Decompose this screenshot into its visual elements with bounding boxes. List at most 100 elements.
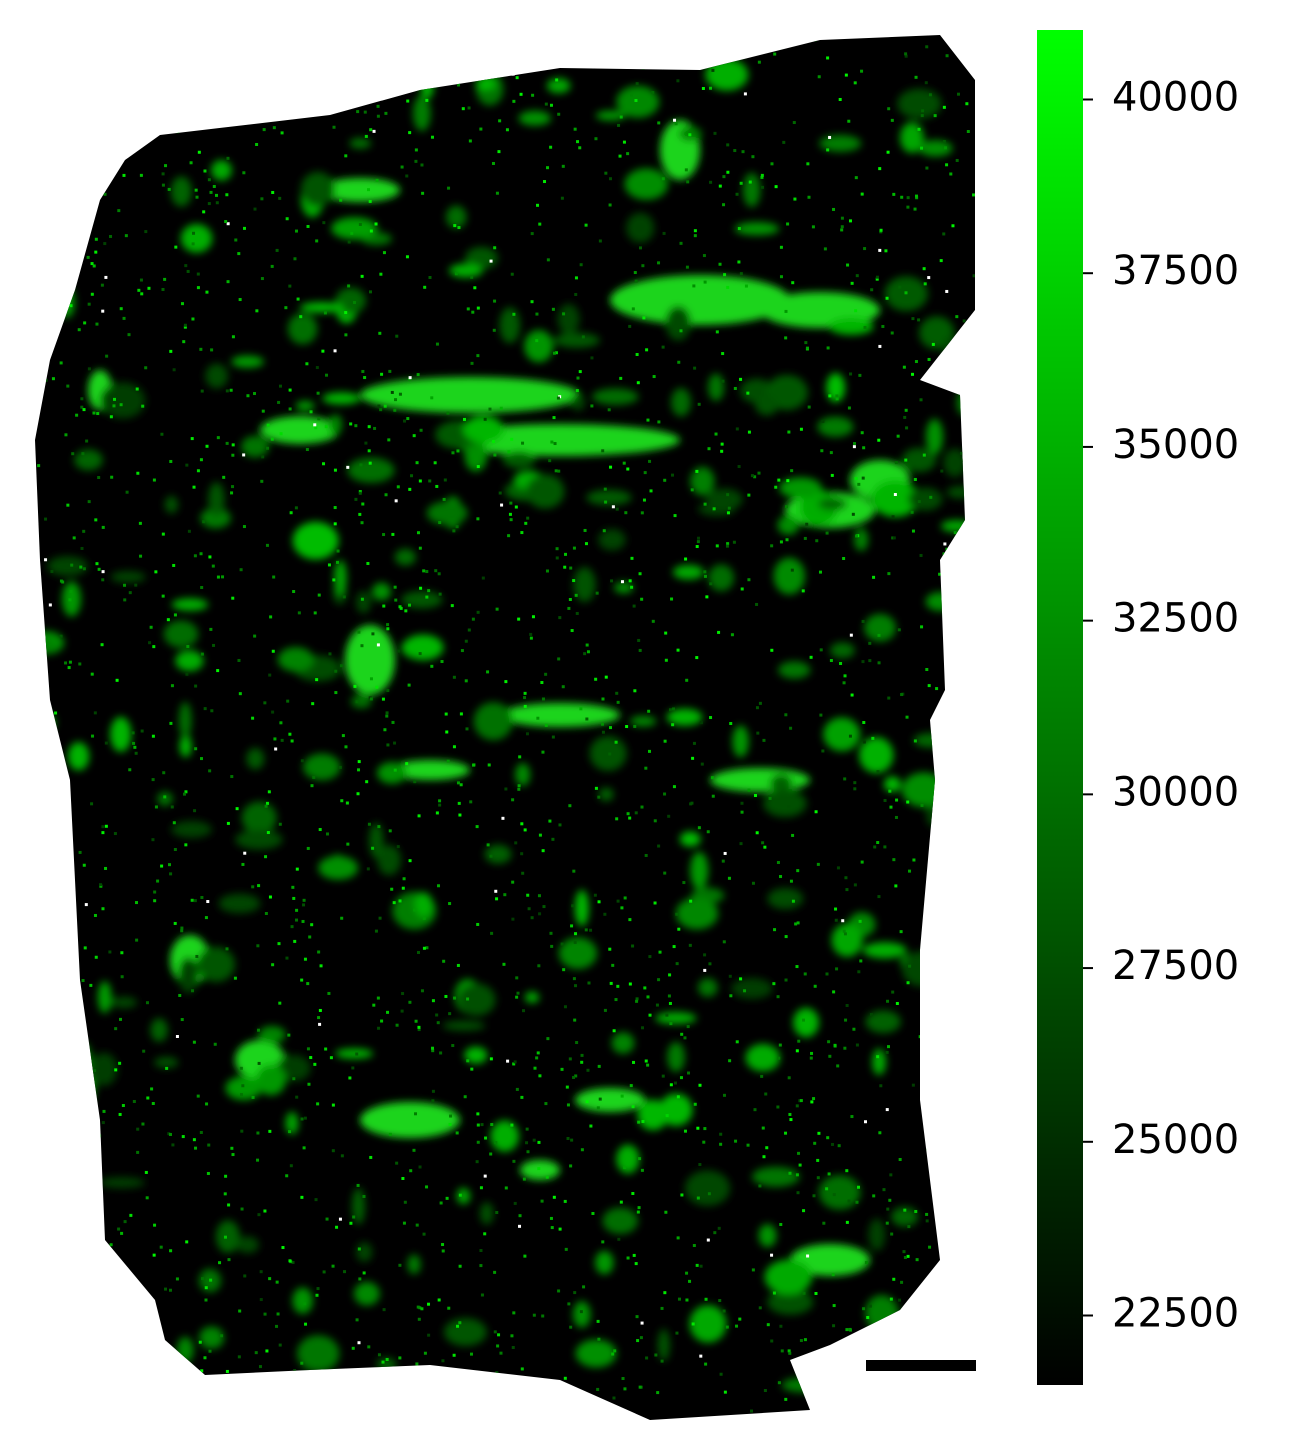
speckle-dot bbox=[914, 1210, 918, 1214]
speckle-dot bbox=[918, 1329, 922, 1333]
speckle-dot bbox=[364, 134, 368, 138]
speckle-dot bbox=[396, 485, 400, 489]
speckle-dot bbox=[122, 173, 126, 177]
speckle-dot bbox=[538, 1074, 542, 1078]
speckle-dot bbox=[490, 931, 494, 935]
speckle-dot bbox=[444, 712, 448, 716]
speckle-dot bbox=[541, 849, 545, 853]
speckle-dot bbox=[703, 953, 707, 957]
speckle-dot bbox=[541, 1314, 545, 1318]
signal-blob bbox=[110, 571, 146, 583]
speckle-dot bbox=[962, 805, 966, 809]
speckle-dot bbox=[416, 531, 420, 535]
speckle-dot bbox=[231, 596, 235, 600]
speckle-dot bbox=[170, 684, 174, 688]
speckle-dot bbox=[279, 384, 283, 388]
speckle-dot bbox=[634, 1262, 638, 1266]
speckle-dot bbox=[739, 272, 743, 276]
speckle-dot bbox=[252, 61, 256, 65]
signal-blob bbox=[320, 178, 400, 202]
speckle-dot bbox=[226, 280, 230, 284]
speckle-dot bbox=[412, 434, 416, 438]
speckle-dot bbox=[254, 1351, 258, 1355]
speckle-dot bbox=[972, 1229, 975, 1233]
speckle-dot bbox=[906, 981, 910, 985]
speckle-dot bbox=[554, 55, 558, 59]
speckle-dot bbox=[914, 75, 918, 79]
speckle-dot bbox=[302, 898, 306, 902]
speckle-dot bbox=[665, 1013, 669, 1017]
speckle-dot bbox=[587, 981, 591, 985]
speckle-dot bbox=[664, 631, 668, 635]
speckle-dot bbox=[382, 251, 386, 255]
speckle-dot bbox=[561, 164, 565, 168]
speckle-dot bbox=[197, 150, 201, 154]
speckle-dot bbox=[133, 745, 137, 749]
speckle-dot bbox=[504, 787, 508, 791]
speckle-dot bbox=[70, 563, 74, 567]
speckle-dot bbox=[427, 1302, 431, 1306]
speckle-dot bbox=[153, 899, 157, 903]
speckle-dot bbox=[430, 664, 434, 668]
signal-blob bbox=[256, 1064, 286, 1096]
speckle-dot bbox=[134, 751, 138, 755]
colorbar bbox=[1037, 30, 1083, 1385]
speckle-dot bbox=[264, 911, 268, 915]
speckle-dot bbox=[860, 1359, 864, 1363]
speckle-dot bbox=[415, 1223, 419, 1227]
speckle-dot bbox=[289, 1164, 293, 1168]
speckle-dot bbox=[680, 1032, 684, 1036]
signal-blob bbox=[706, 488, 743, 511]
speckle-dot bbox=[844, 876, 848, 880]
speckle-dot bbox=[826, 148, 830, 152]
speckle-dot bbox=[396, 845, 400, 849]
speckle-dot bbox=[204, 49, 208, 53]
speckle-dot bbox=[923, 1352, 927, 1356]
speckle-dot bbox=[409, 1169, 413, 1173]
speckle-dot bbox=[859, 1386, 863, 1390]
signal-blob bbox=[465, 246, 498, 270]
speckle-dot bbox=[44, 558, 48, 562]
speckle-dot bbox=[490, 1123, 494, 1127]
speckle-dot bbox=[161, 172, 165, 176]
speckle-dot bbox=[514, 841, 518, 845]
speckle-dot bbox=[572, 869, 576, 873]
speckle-dot bbox=[590, 404, 594, 408]
speckle-dot bbox=[643, 986, 647, 990]
speckle-dot bbox=[263, 1312, 267, 1316]
speckle-dot bbox=[226, 821, 230, 825]
speckle-dot bbox=[634, 279, 638, 283]
signal-blob bbox=[295, 400, 315, 411]
speckle-dot bbox=[451, 451, 455, 455]
speckle-dot bbox=[633, 271, 637, 275]
speckle-dot bbox=[418, 479, 422, 483]
speckle-dot bbox=[212, 643, 216, 647]
speckle-dot bbox=[762, 738, 766, 742]
signal-blob bbox=[499, 307, 521, 344]
speckle-dot bbox=[277, 400, 281, 404]
speckle-dot bbox=[949, 172, 953, 176]
speckle-dot bbox=[49, 1013, 53, 1017]
speckle-dot bbox=[797, 1151, 801, 1155]
speckle-dot bbox=[532, 1138, 536, 1142]
speckle-dot bbox=[893, 493, 897, 497]
speckle-dot bbox=[809, 1056, 813, 1060]
speckle-dot bbox=[550, 440, 554, 444]
speckle-dot bbox=[924, 81, 928, 85]
speckle-dot bbox=[358, 491, 362, 495]
speckle-dot bbox=[101, 309, 105, 313]
speckle-dot bbox=[75, 413, 79, 417]
signal-blob bbox=[671, 388, 691, 417]
speckle-dot bbox=[220, 1334, 224, 1338]
speckle-dot bbox=[284, 306, 288, 310]
speckle-dot bbox=[273, 737, 277, 741]
speckle-dot bbox=[664, 658, 668, 662]
speckle-dot bbox=[523, 696, 527, 700]
speckle-dot bbox=[147, 49, 151, 53]
speckle-dot bbox=[945, 289, 949, 293]
speckle-dot bbox=[834, 918, 838, 922]
speckle-dot bbox=[31, 394, 34, 397]
speckle-dot bbox=[132, 741, 136, 745]
speckle-dot bbox=[346, 465, 350, 469]
speckle-dot bbox=[830, 473, 834, 477]
